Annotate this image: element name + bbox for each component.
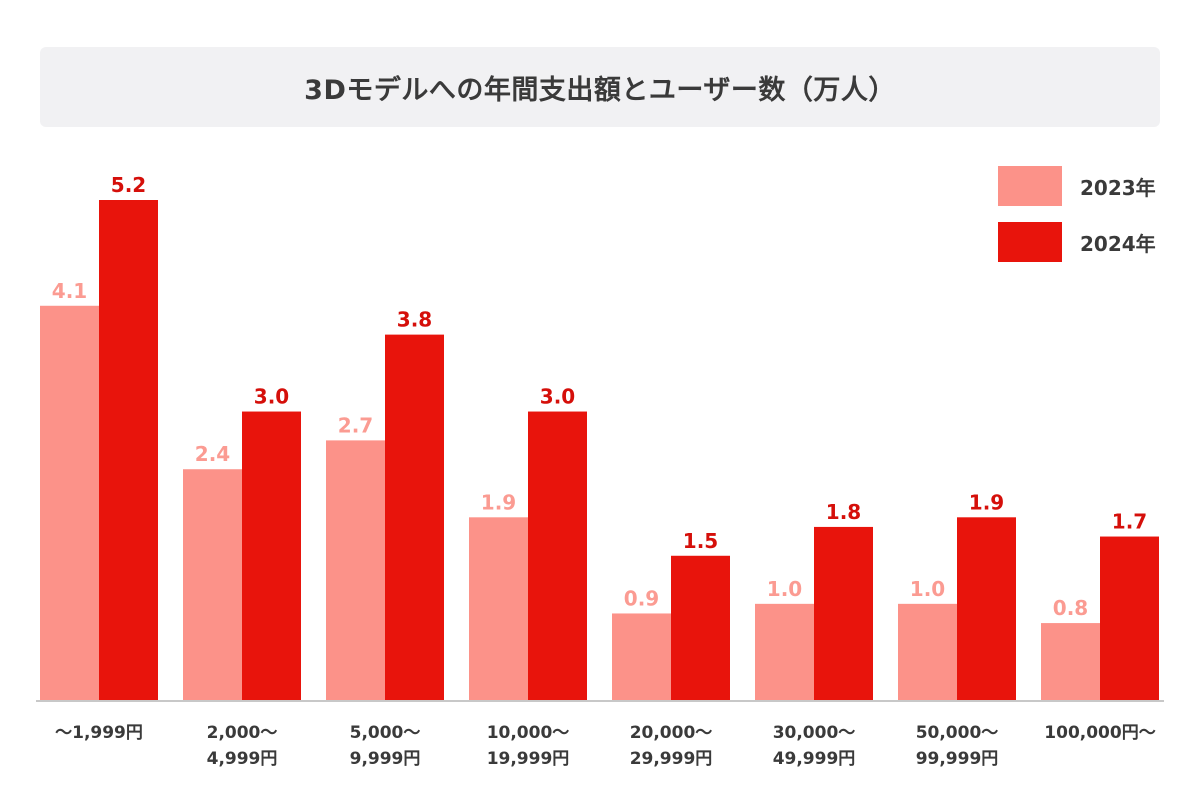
bar-2024-0 bbox=[99, 200, 158, 700]
value-label-2023-2: 2.7 bbox=[338, 413, 373, 437]
legend-item-2023: 2023年 bbox=[998, 166, 1156, 206]
category-label-4-0: 20,000～ bbox=[630, 723, 713, 743]
bar-2023-5 bbox=[755, 603, 814, 700]
value-label-2023-3: 1.9 bbox=[481, 490, 516, 514]
bar-2024-2 bbox=[385, 334, 444, 700]
bar-2023-4 bbox=[612, 613, 671, 700]
category-label-3-1: 19,999円 bbox=[487, 749, 570, 769]
value-label-2023-5: 1.0 bbox=[767, 577, 802, 601]
legend-item-2024: 2024年 bbox=[998, 222, 1156, 262]
value-label-2024-4: 1.5 bbox=[683, 529, 718, 553]
category-label-2-1: 9,999円 bbox=[350, 749, 421, 769]
value-label-2023-6: 1.0 bbox=[910, 577, 945, 601]
value-label-2024-5: 1.8 bbox=[826, 500, 861, 524]
bar-2023-6 bbox=[898, 603, 957, 700]
legend-swatch-2023 bbox=[998, 166, 1062, 206]
value-label-2024-3: 3.0 bbox=[540, 385, 575, 409]
bar-2023-0 bbox=[40, 305, 99, 700]
bar-2023-7 bbox=[1041, 623, 1100, 700]
category-label-4-1: 29,999円 bbox=[630, 749, 713, 769]
category-label-2-0: 5,000～ bbox=[350, 723, 421, 743]
category-label-0-0: ～1,999円 bbox=[55, 723, 143, 743]
chart-title: 3Dモデルへの年間支出額とユーザー数（万人） bbox=[304, 74, 896, 106]
bar-2024-3 bbox=[528, 411, 587, 700]
bar-2023-1 bbox=[183, 469, 242, 700]
bar-2024-6 bbox=[957, 517, 1016, 700]
bar-2023-3 bbox=[469, 517, 528, 700]
category-label-3-0: 10,000～ bbox=[487, 723, 570, 743]
value-label-2023-1: 2.4 bbox=[195, 442, 230, 466]
value-label-2024-7: 1.7 bbox=[1112, 510, 1147, 534]
category-label-7-0: 100,000円～ bbox=[1044, 723, 1155, 743]
category-label-5-1: 49,999円 bbox=[773, 749, 856, 769]
legend-label-2024: 2024年 bbox=[1080, 231, 1156, 256]
category-label-6-1: 99,999円 bbox=[916, 749, 999, 769]
category-label-5-0: 30,000～ bbox=[773, 723, 856, 743]
bar-2023-2 bbox=[326, 440, 385, 700]
bar-2024-7 bbox=[1100, 536, 1159, 700]
chart-title-bar: 3Dモデルへの年間支出額とユーザー数（万人） bbox=[40, 47, 1160, 127]
value-label-2023-0: 4.1 bbox=[52, 279, 87, 303]
bar-2024-4 bbox=[671, 555, 730, 700]
legend-label-2023: 2023年 bbox=[1080, 175, 1156, 200]
value-label-2023-7: 0.8 bbox=[1053, 596, 1088, 620]
value-label-2024-2: 3.8 bbox=[397, 308, 432, 332]
value-label-2024-6: 1.9 bbox=[969, 490, 1004, 514]
value-label-2024-1: 3.0 bbox=[254, 385, 289, 409]
category-label-1-1: 4,999円 bbox=[207, 749, 278, 769]
category-label-6-0: 50,000～ bbox=[916, 723, 999, 743]
bar-2024-5 bbox=[814, 526, 873, 700]
bar-2024-1 bbox=[242, 411, 301, 700]
legend-swatch-2024 bbox=[998, 222, 1062, 262]
value-label-2024-0: 5.2 bbox=[111, 173, 146, 197]
category-label-1-0: 2,000～ bbox=[207, 723, 278, 743]
legend: 2023年 2024年 bbox=[998, 166, 1156, 278]
value-label-2023-4: 0.9 bbox=[624, 586, 659, 610]
